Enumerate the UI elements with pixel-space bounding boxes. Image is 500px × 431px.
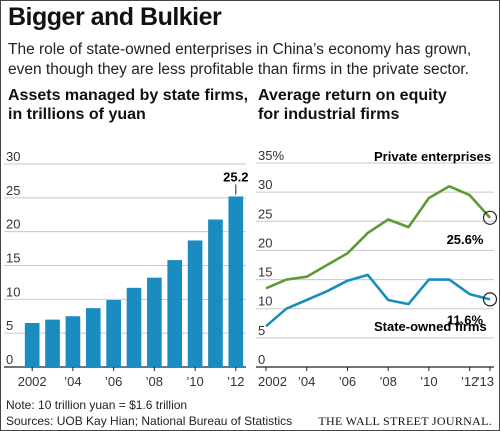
left-y-tick-label: 30 [6,149,20,164]
end-point-marker [482,210,498,225]
right-y-tick-label: 35% [258,148,284,163]
wsj-logo: THE WALL STREET JOURNAL. [318,414,492,428]
private-enterprises-label: Private enterprises [374,149,491,164]
private-enterprises-line [265,185,491,290]
asset-bar [167,260,183,367]
right-y-tick-label: 20 [258,235,272,250]
right-x-tick-label: ’06 [339,374,356,389]
right-x-tick-label: ’04 [298,374,315,389]
right-x-tick-label: ’12 [461,374,478,389]
asset-bar [208,219,223,367]
private-end-value: 25.6% [447,232,484,247]
asset-bar [106,300,121,367]
left-chart-title: Assets managed by state firms, in trilli… [8,86,248,124]
asset-bar [187,240,203,367]
right-y-tick-label: 10 [258,294,272,309]
left-y-tick-label: 15 [6,251,20,266]
note-text: Note: 10 trillion yuan = $1.6 trillion [6,398,188,412]
right-chart-title: Average return on equity for industrial … [258,86,447,124]
right-x-tick-label: 2002 [258,374,287,389]
right-y-tick-label: 5 [258,323,265,338]
asset-bar [228,196,244,367]
left-x-tick-label: 2002 [18,374,47,389]
sources-text: Sources: UOB Kay Hian; National Bureau o… [6,414,293,428]
state-owned-firms-line [265,273,491,328]
left-chart-title-line-1: Assets managed by state firms, [8,87,249,104]
graphic-title: Bigger and Bulkier [8,3,222,31]
asset-bar [147,277,162,367]
right-y-tick-label: 15 [258,265,272,280]
left-y-tick-label: 25 [6,183,20,198]
left-x-tick-label: ’06 [105,374,122,389]
graphic-subtitle: The role of state-owned enterprises in C… [8,41,472,78]
asset-bar [24,323,40,367]
left-chart-title-line-2: in trillions of yuan [8,106,146,123]
right-y-tick-label: 25 [258,206,272,221]
left-x-tick-label: ’08 [146,374,163,389]
state-owned-firms-label: State-owned firms [374,319,487,334]
right-x-tick-label: ’13 [477,374,494,389]
right-x-tick-label: ’08 [380,374,397,389]
right-chart-title-line-2: for industrial firms [258,106,400,123]
state-end-value: 11.6% [447,312,484,327]
left-y-tick-label: 0 [6,352,13,367]
asset-bar [85,308,101,367]
right-y-tick-label: 30 [258,177,272,192]
right-chart-title-line-1: Average return on equity [258,87,447,104]
asset-bar [45,319,60,367]
left-y-tick-label: 20 [6,217,20,232]
right-x-tick-label: ’10 [420,374,437,389]
left-y-tick-label: 5 [6,318,13,333]
left-x-tick-label: ’04 [64,374,81,389]
asset-bar [126,287,142,367]
left-y-tick-label: 10 [6,284,20,299]
end-point-marker [482,292,498,307]
annotation-value: 25.2 [223,169,248,184]
left-x-tick-label: ’12 [227,374,244,389]
asset-bar [65,316,81,367]
left-x-tick-label: ’10 [186,374,203,389]
right-y-tick-label: 0 [258,352,265,367]
